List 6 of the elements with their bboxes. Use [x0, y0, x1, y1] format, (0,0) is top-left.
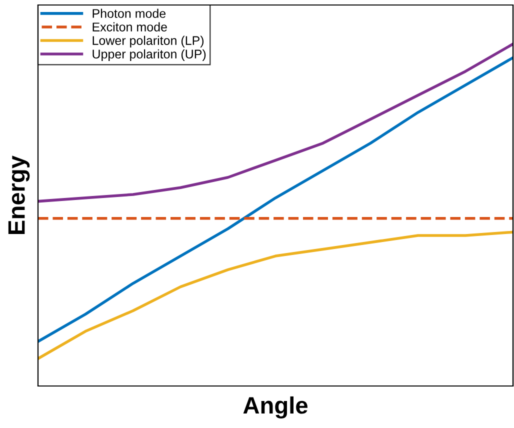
- legend-label: Lower polariton (LP): [92, 36, 204, 48]
- legend-label: Photon mode: [92, 8, 166, 18]
- y-axis-title: Energy: [8, 156, 30, 234]
- x-axis-title: Angle: [243, 396, 308, 419]
- legend-label: Exciton mode: [92, 22, 167, 32]
- legend-label: Upper polariton (UP): [92, 49, 206, 61]
